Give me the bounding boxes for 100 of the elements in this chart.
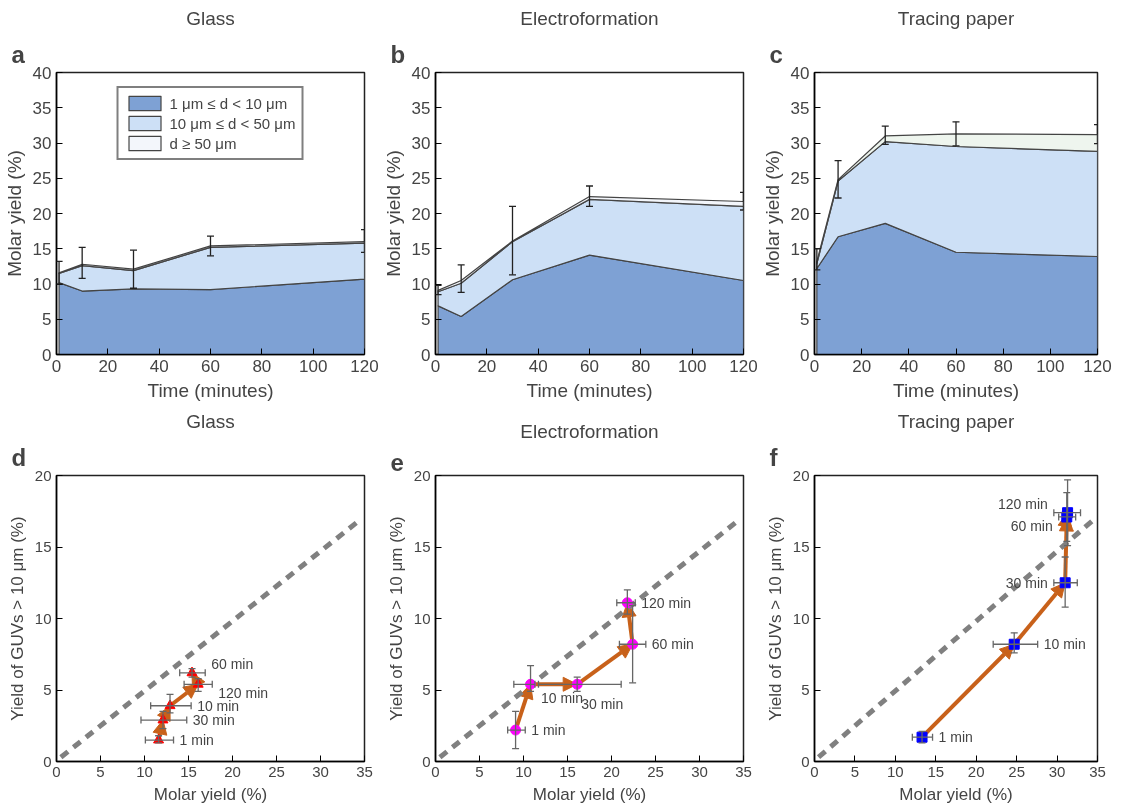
x-tick-label: 20 <box>852 356 872 376</box>
y-tick-label: 5 <box>421 310 431 330</box>
x-tick-label: 10 <box>887 762 904 780</box>
annotation: 1 min <box>531 722 566 739</box>
x-tick-label: 15 <box>180 762 197 780</box>
annotation: 10 min <box>540 690 583 707</box>
text: a <box>11 40 26 68</box>
x-tick-label: 30 <box>312 762 329 780</box>
x-axis-title: Time (minutes) <box>147 379 274 401</box>
x-tick-label: 20 <box>967 762 985 780</box>
y-tick-label: 20 <box>411 204 431 224</box>
y-tick-label: 15 <box>413 538 431 555</box>
y-tick-label: 5 <box>800 310 810 330</box>
y-tick-label: 35 <box>790 98 810 118</box>
chart-title: Tracing paper <box>897 7 1015 29</box>
text: c <box>769 40 783 68</box>
legend-label: 1 μm ≤ d < 10 μm <box>169 94 288 112</box>
y-tick-label: 30 <box>790 134 810 153</box>
y-tick-label: 20 <box>790 204 810 224</box>
annotation: 120 min <box>998 495 1048 512</box>
y-tick-label: 5 <box>422 681 431 698</box>
y-tick-label: 15 <box>32 239 52 259</box>
x-tick-label: 35 <box>356 762 373 780</box>
y-axis-title: Yield of GUVs > 10 μm (%) <box>7 516 27 721</box>
x-tick-label: 10 <box>515 762 532 780</box>
y-tick-label: 30 <box>411 134 431 153</box>
y-tick-label: 15 <box>792 538 810 555</box>
y-tick-label: 15 <box>790 239 810 259</box>
text: f <box>769 443 779 471</box>
x-tick-label: 25 <box>647 762 664 780</box>
annotation: 60 min <box>651 636 694 653</box>
y-tick-label: 20 <box>413 466 431 484</box>
annotation: 10 min <box>1043 636 1086 653</box>
x-tick-label: 60 <box>201 356 220 376</box>
x-tick-label: 20 <box>224 762 241 780</box>
annotation: 1 min <box>179 732 214 749</box>
y-axis-title: Molar yield (%) <box>3 150 25 277</box>
y-tick-label: 15 <box>34 538 52 555</box>
chart-title: Electroformation <box>520 7 659 29</box>
y-tick-label: 5 <box>43 681 52 698</box>
x-tick-label: 15 <box>927 762 945 780</box>
x-tick-label: 20 <box>477 356 497 376</box>
annotation: 1 min <box>938 729 973 746</box>
x-tick-label: 80 <box>993 356 1013 376</box>
chart-title: Glass <box>186 7 235 29</box>
y-tick-label: 35 <box>411 98 431 118</box>
annotation: 60 min <box>211 655 254 672</box>
y-axis-title: Yield of GUVs > 10 μm (%) <box>386 516 406 721</box>
x-tick-label: 60 <box>580 356 599 376</box>
x-tick-label: 20 <box>98 356 118 376</box>
y-tick-label: 20 <box>32 204 52 224</box>
y-axis-title: Molar yield (%) <box>382 150 404 277</box>
x-tick-label: 20 <box>603 762 620 780</box>
legend-label: 10 μm ≤ d < 50 μm <box>169 114 296 132</box>
chart-title: Electroformation <box>520 420 659 442</box>
x-tick-label: 30 <box>691 762 708 780</box>
y-tick-label: 35 <box>32 98 52 118</box>
x-tick-label: 120 <box>729 356 758 376</box>
x-tick-label: 80 <box>252 356 272 376</box>
x-tick-label: 100 <box>1036 356 1065 376</box>
y-tick-label: 30 <box>32 134 52 153</box>
y-tick-label: 10 <box>413 609 431 627</box>
y-axis-title: Molar yield (%) <box>761 150 783 277</box>
x-tick-label: 40 <box>149 356 169 376</box>
x-tick-label: 25 <box>1008 762 1025 780</box>
x-tick-label: 30 <box>1048 762 1066 780</box>
y-tick-label: 10 <box>34 609 52 627</box>
y-tick-label: 20 <box>792 466 810 484</box>
annotation: 120 min <box>641 594 692 611</box>
y-tick-label: 25 <box>790 169 810 189</box>
x-tick-label: 35 <box>1089 762 1106 780</box>
x-tick-label: 15 <box>559 762 576 780</box>
chart-title: Tracing paper <box>897 410 1015 432</box>
x-axis-title: Molar yield (%) <box>532 784 647 804</box>
y-tick-label: 10 <box>790 275 810 294</box>
y-tick-label: 5 <box>801 681 810 698</box>
x-tick-label: 5 <box>850 762 860 780</box>
legend-label: d ≥ 50 μm <box>169 134 237 152</box>
y-tick-label: 15 <box>411 239 431 259</box>
x-axis-title: Time (minutes) <box>526 379 653 401</box>
y-tick-label: 40 <box>411 63 431 83</box>
x-tick-label: 5 <box>96 762 105 780</box>
y-tick-label: 40 <box>790 63 810 83</box>
text: b <box>390 40 406 68</box>
x-tick-label: 5 <box>475 762 484 780</box>
x-tick-label: 100 <box>677 356 707 376</box>
x-tick-label: 120 <box>1083 356 1112 376</box>
x-tick-label: 120 <box>350 356 379 376</box>
x-axis-title: Molar yield (%) <box>899 784 1013 804</box>
x-tick-label: 25 <box>268 762 285 780</box>
x-tick-label: 40 <box>899 356 919 376</box>
text: d <box>11 443 27 471</box>
y-tick-label: 40 <box>32 63 52 83</box>
x-tick-label: 100 <box>298 356 328 376</box>
y-tick-label: 25 <box>32 169 52 189</box>
annotation: 30 min <box>192 712 235 729</box>
x-tick-label: 80 <box>631 356 651 376</box>
annotation: 60 min <box>1010 517 1053 534</box>
y-tick-label: 5 <box>42 310 52 330</box>
x-axis-title: Molar yield (%) <box>153 784 268 804</box>
